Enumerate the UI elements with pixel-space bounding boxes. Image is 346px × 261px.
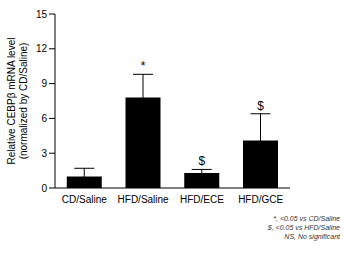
svg-text:$: $ <box>257 99 264 113</box>
svg-text:HFD/GCE: HFD/GCE <box>238 194 283 205</box>
svg-text:15: 15 <box>36 9 48 20</box>
svg-text:12: 12 <box>36 43 48 54</box>
svg-text:$: $ <box>198 154 205 168</box>
svg-text:HFD/ECE: HFD/ECE <box>180 194 224 205</box>
svg-text:0: 0 <box>41 183 47 194</box>
html-text:NS, No significant: NS, No significant <box>284 233 340 240</box>
svg-text:6: 6 <box>41 113 47 124</box>
svg-text:*: * <box>141 59 146 73</box>
html-text:*, <0.05 vs CD/Saline: *, <0.05 vs CD/Saline <box>273 215 340 222</box>
svg-text:CD/Saline: CD/Saline <box>62 194 107 205</box>
html-text:$, <0.05 vs HFD/Saline: $, <0.05 vs HFD/Saline <box>267 224 340 231</box>
svg-text:HFD/Saline: HFD/Saline <box>118 194 170 205</box>
svg-text:3: 3 <box>41 148 47 159</box>
svg-text:9: 9 <box>41 78 47 89</box>
svg-text:Relative CEBPβ mRNA level(norm: Relative CEBPβ mRNA level(normalized by … <box>8 38 29 165</box>
